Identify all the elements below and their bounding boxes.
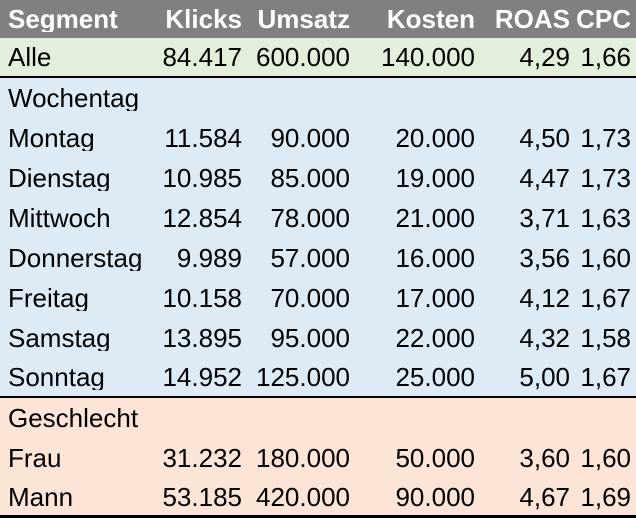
column-header-cpc: CPC — [576, 6, 631, 32]
table-row: Frau 31.232 180.000 50.000 3,60 1,60 — [0, 438, 636, 478]
table-row: Montag 11.584 90.000 20.000 4,50 1,73 — [0, 118, 636, 158]
table-row: Freitag 10.158 70.000 17.000 4,12 1,67 — [0, 278, 636, 318]
cell-cpc: 1,67 — [580, 364, 631, 390]
cell-umsatz: 600.000 — [256, 44, 350, 70]
cell-klicks: 11.584 — [164, 125, 242, 151]
cell-klicks: 13.895 — [162, 325, 242, 351]
cell-roas: 4,47 — [519, 165, 570, 191]
cell-kosten: 50.000 — [395, 445, 475, 471]
table-row: Mittwoch 12.854 78.000 21.000 3,71 1,63 — [0, 198, 636, 238]
cell-segment: Mittwoch — [8, 205, 111, 231]
cell-roas: 4,50 — [519, 125, 570, 151]
cell-segment: Montag — [8, 125, 95, 151]
cell-umsatz: 78.000 — [270, 205, 350, 231]
cell-kosten: 25.000 — [395, 364, 475, 390]
cell-cpc: 1,67 — [580, 285, 631, 311]
cell-segment: Frau — [8, 445, 62, 471]
cell-kosten: 90.000 — [395, 483, 475, 510]
table-row: Samstag 13.895 95.000 22.000 4,32 1,58 — [0, 318, 636, 358]
cell-klicks: 10.158 — [162, 285, 242, 311]
cell-umsatz: 57.000 — [270, 245, 350, 271]
cell-segment: Wochentag — [8, 85, 140, 111]
column-header-klicks: Klicks — [165, 6, 242, 32]
cell-segment: Mann — [8, 483, 74, 510]
cell-kosten: 22.000 — [395, 325, 475, 351]
cell-cpc: 1,60 — [580, 445, 631, 471]
cell-segment: Donnerstag — [8, 245, 143, 271]
table-row: Sonntag 14.952 125.000 25.000 5,00 1,67 — [0, 358, 636, 398]
cell-umsatz: 420.000 — [256, 483, 350, 510]
cell-roas: 5,00 — [519, 364, 570, 390]
cell-cpc: 1,69 — [580, 483, 631, 510]
cell-cpc: 1,66 — [580, 44, 631, 70]
cell-klicks: 10.985 — [162, 165, 242, 191]
cell-segment: Geschlecht — [8, 405, 139, 431]
cell-umsatz: 180.000 — [256, 445, 350, 471]
cell-umsatz: 70.000 — [270, 285, 350, 311]
cell-kosten: 140.000 — [381, 44, 475, 70]
cell-kosten: 20.000 — [395, 125, 475, 151]
table-body: Alle 84.417 600.000 140.000 4,29 1,66 Wochenta… — [0, 38, 636, 518]
cell-roas: 4,29 — [519, 44, 570, 70]
cell-klicks: 12.854 — [162, 205, 242, 231]
section-header-row: Geschlecht — [0, 398, 636, 438]
cell-cpc: 1,60 — [580, 245, 631, 271]
cell-roas: 3,71 — [519, 205, 570, 231]
cell-umsatz: 95.000 — [270, 325, 350, 351]
cell-roas: 4,32 — [519, 325, 570, 351]
cell-kosten: 17.000 — [395, 285, 475, 311]
table-row: Dienstag 10.985 85.000 19.000 4,47 1,73 — [0, 158, 636, 198]
column-header-kosten: Kosten — [386, 6, 475, 32]
cell-cpc: 1,73 — [580, 125, 631, 151]
table-row: Donnerstag 9.989 57.000 16.000 3,56 1,60 — [0, 238, 636, 278]
cell-kosten: 21.000 — [395, 205, 475, 231]
table-header-row: Segment Klicks Umsatz Kosten ROAS CPC — [0, 0, 636, 38]
cell-umsatz: 85.000 — [270, 165, 350, 191]
cell-cpc: 1,73 — [580, 165, 631, 191]
cell-cpc: 1,58 — [580, 325, 631, 351]
column-header-umsatz: Umsatz — [257, 6, 350, 32]
cell-klicks: 31.232 — [162, 445, 242, 471]
cell-klicks: 14.952 — [162, 364, 242, 390]
cell-roas: 4,67 — [519, 483, 570, 510]
section-header-row: Wochentag — [0, 78, 636, 118]
cell-segment: Freitag — [8, 285, 89, 311]
table-row: Mann 53.185 420.000 90.000 4,67 1,69 — [0, 478, 636, 518]
cell-segment: Alle — [8, 44, 52, 70]
cell-segment: Sonntag — [8, 364, 105, 390]
cell-klicks: 53.185 — [162, 483, 242, 510]
cell-umsatz: 125.000 — [256, 364, 350, 390]
column-header-roas: ROAS — [494, 6, 570, 32]
cell-klicks: 84.417 — [162, 44, 242, 70]
cell-kosten: 16.000 — [395, 245, 475, 271]
cell-roas: 3,60 — [519, 445, 570, 471]
cell-segment: Samstag — [8, 325, 111, 351]
cell-kosten: 19.000 — [395, 165, 475, 191]
cell-umsatz: 90.000 — [270, 125, 350, 151]
table-row: Alle 84.417 600.000 140.000 4,29 1,66 — [0, 38, 636, 78]
column-header-segment: Segment — [8, 6, 118, 32]
cell-roas: 4,12 — [519, 285, 570, 311]
cell-cpc: 1,63 — [580, 205, 631, 231]
cell-segment: Dienstag — [8, 165, 111, 191]
cell-roas: 3,56 — [519, 245, 570, 271]
cell-klicks: 9.989 — [176, 245, 242, 271]
